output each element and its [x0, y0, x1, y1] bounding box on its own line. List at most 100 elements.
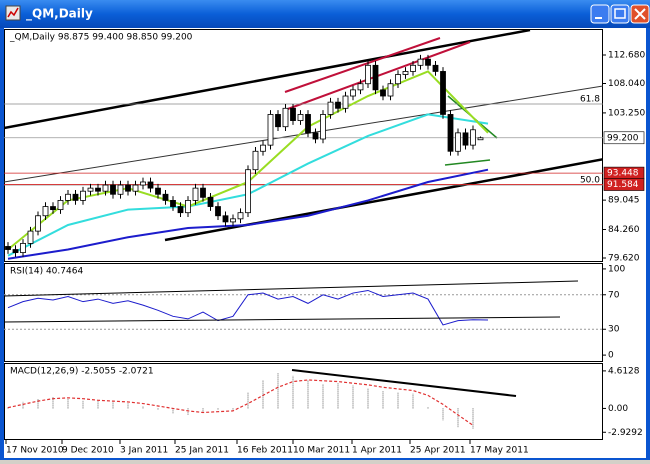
minimize-button[interactable] — [590, 4, 610, 24]
candle-body — [237, 212, 244, 220]
candle-body — [12, 249, 19, 254]
candle-body — [327, 101, 334, 115]
candle-body — [35, 215, 41, 232]
candle-body — [162, 193, 169, 201]
close-button[interactable] — [630, 4, 650, 24]
price-mark-label: 91.584 — [607, 180, 639, 190]
candle-body — [222, 215, 229, 223]
y-tick-label: 79.620 — [608, 254, 640, 264]
rsi-line — [7, 289, 489, 326]
x-tick-label: 25 Jan 2011 — [175, 446, 229, 456]
candle-body — [215, 206, 221, 217]
candle-body — [207, 196, 214, 207]
candle-body — [305, 114, 311, 134]
candle-body — [357, 83, 364, 91]
candle-body — [147, 181, 154, 189]
fib-label: 50.0 — [580, 176, 600, 186]
candle-body — [200, 187, 206, 198]
candle-body — [447, 114, 454, 152]
candle-body — [440, 71, 446, 115]
candle-body — [72, 193, 79, 201]
y-tick-label: 4.6128 — [608, 366, 640, 376]
window-title: _QM,Daily — [26, 7, 93, 22]
candle-body — [185, 200, 191, 214]
price-mark-label: 93.448 — [607, 169, 639, 179]
candle-body — [432, 64, 439, 72]
pane-header: MACD(12,26,9) -2.5055 -2.0721 — [10, 367, 154, 377]
rsi-trendline — [3, 280, 579, 297]
candle-body — [282, 107, 289, 128]
y-tick-label: 108.040 — [608, 79, 645, 89]
macd-trendline — [291, 369, 517, 397]
candle-body — [260, 144, 266, 152]
candle-body — [110, 184, 116, 195]
candle-body — [470, 129, 476, 146]
candle-body — [42, 206, 49, 217]
y-tick-label: -2.9292 — [608, 428, 643, 438]
candle-body — [20, 242, 26, 254]
candle-body — [402, 71, 409, 75]
x-tick-label: 16 Feb 2011 — [237, 446, 293, 456]
price-mark-box — [603, 131, 645, 145]
chart-area — [4, 28, 646, 458]
y-tick-label: 89.045 — [608, 196, 640, 206]
x-tick-label: 25 Apr 2011 — [410, 446, 466, 456]
price-plot — [4, 54, 603, 260]
pane-header: RSI(14) 40.7464 — [10, 267, 83, 277]
candle-body — [132, 184, 139, 192]
candle-body — [102, 184, 109, 192]
y-tick-label: 70 — [608, 290, 620, 300]
candle-body — [5, 246, 11, 250]
candle-body — [477, 137, 484, 141]
window-icon-glyph — [7, 7, 19, 18]
x-tick-label: 17 Nov 2010 — [6, 446, 64, 456]
candle-body — [95, 187, 101, 192]
candle-body — [192, 187, 199, 201]
y-tick-label: 103.250 — [608, 108, 645, 118]
candle-body — [312, 132, 319, 140]
y-tick-label: 0.00 — [608, 404, 628, 414]
candle-body — [365, 64, 371, 85]
x-tick-label: 10 Mar 2011 — [293, 446, 350, 456]
candle-body — [125, 184, 131, 192]
candle-body — [155, 187, 161, 195]
y-tick-label: 0 — [608, 351, 614, 361]
candle-body — [57, 200, 64, 211]
candle-body — [230, 218, 236, 223]
candle-body — [410, 64, 416, 72]
price-mark-box — [603, 178, 645, 191]
title-bar — [0, 0, 650, 28]
candle-body — [425, 58, 431, 66]
candle-body — [140, 181, 146, 186]
pane-header: _QM,Daily 98.875 99.400 98.850 99.200 — [9, 33, 193, 43]
candle-body — [335, 101, 341, 109]
x-tick-label: 1 Apr 2011 — [352, 446, 402, 456]
candle-body — [245, 169, 251, 214]
pane-borders — [4, 29, 603, 440]
x-tick-label: 9 Dec 2010 — [62, 446, 114, 456]
candle-body — [65, 193, 71, 201]
candle-body — [462, 132, 469, 146]
maximize-button[interactable] — [610, 4, 630, 24]
price-mark-label: 99.200 — [607, 133, 639, 143]
candle-body — [27, 230, 34, 244]
candle-body — [252, 150, 259, 171]
candle-body — [297, 114, 304, 121]
x-tick-label: 17 May 2011 — [470, 446, 529, 456]
candle-body — [117, 184, 124, 195]
candle-body — [417, 58, 424, 66]
candle-body — [177, 206, 184, 214]
y-tick-label: 112.680 — [608, 50, 645, 60]
candle-body — [350, 89, 356, 97]
fib-label: 61.8 — [580, 94, 600, 104]
candle-body — [380, 89, 386, 97]
macd-signal — [7, 379, 474, 426]
candle-body — [395, 74, 401, 85]
candle-body — [455, 132, 461, 152]
rsi-trendline — [3, 316, 561, 323]
moving-average — [7, 168, 489, 260]
candle-body — [372, 64, 379, 91]
y-tick-label: 100 — [608, 264, 625, 274]
x-tick-label: 3 Jan 2011 — [120, 446, 168, 456]
